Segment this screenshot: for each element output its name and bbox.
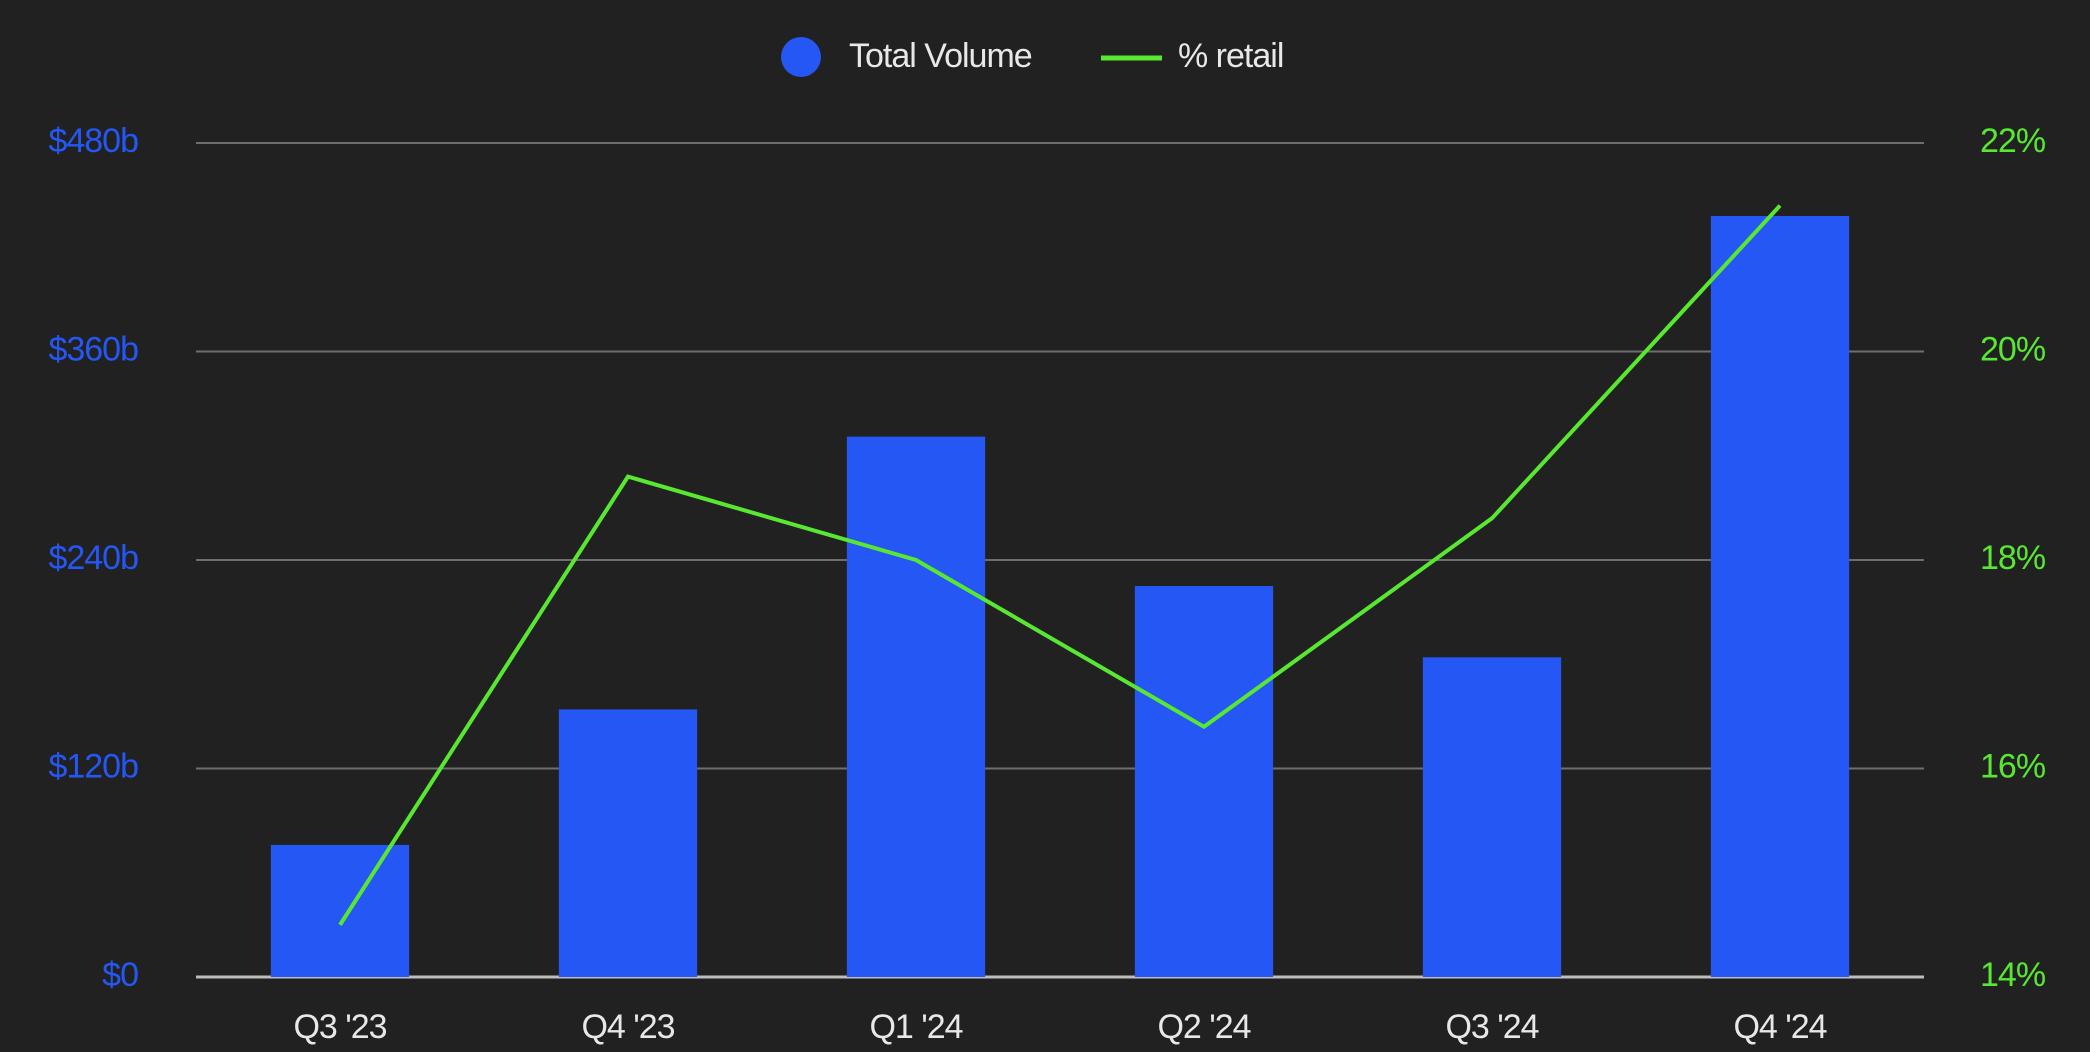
y2-tick-label: 14% bbox=[1980, 956, 2046, 994]
x-tick-label: Q1 '24 bbox=[869, 1008, 962, 1046]
y-tick-label: $360b bbox=[48, 330, 138, 368]
bar bbox=[1710, 215, 1850, 978]
y2-tick-label: 18% bbox=[1980, 539, 2046, 577]
y-tick-label: $480b bbox=[48, 122, 138, 160]
legend-label: Total Volume bbox=[849, 37, 1032, 75]
y2-tick-label: 16% bbox=[1980, 747, 2046, 785]
line bbox=[338, 204, 1782, 926]
legend-label: % retail bbox=[1178, 37, 1283, 75]
x-tick-label: Q4 '24 bbox=[1733, 1008, 1826, 1046]
x-tick-label: Q3 '24 bbox=[1445, 1008, 1538, 1046]
y-tick-label: $240b bbox=[48, 539, 138, 577]
bar bbox=[270, 844, 410, 977]
x-tick-label: Q2 '24 bbox=[1157, 1008, 1250, 1046]
y2-tick-label: 22% bbox=[1980, 122, 2046, 160]
x-tick-label: Q4 '23 bbox=[581, 1008, 674, 1046]
bar bbox=[846, 436, 986, 977]
bar bbox=[1134, 586, 1274, 977]
bar bbox=[1422, 657, 1562, 977]
x-tick-label: Q3 '23 bbox=[293, 1008, 386, 1046]
legend-swatch bbox=[781, 37, 821, 77]
y-tick-label: $120b bbox=[48, 747, 138, 785]
y-tick-label: $0 bbox=[102, 956, 138, 994]
y2-tick-label: 20% bbox=[1980, 330, 2046, 368]
bar bbox=[558, 709, 698, 977]
